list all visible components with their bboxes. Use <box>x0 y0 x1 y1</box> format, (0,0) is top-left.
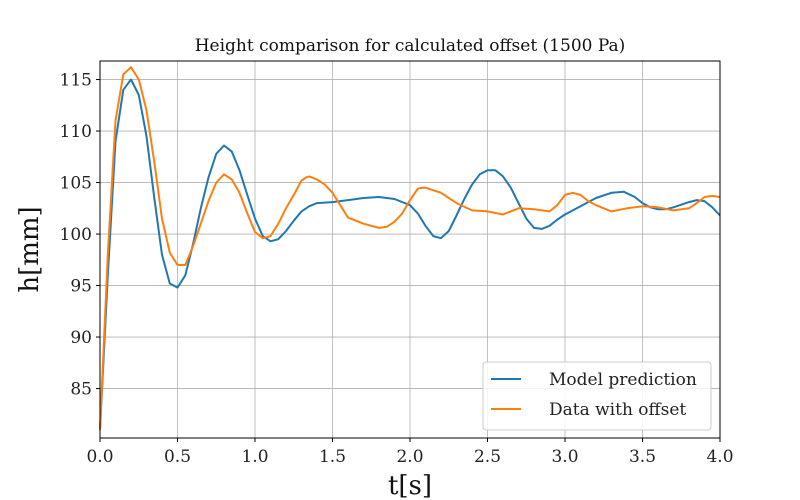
legend-entry: Model prediction <box>549 370 697 390</box>
y-tick-label: 95 <box>70 277 92 297</box>
x-axis: 0.0 0.5 1.0 1.5 2.0 2.5 3.0 3.5 4.0 <box>86 438 734 467</box>
y-tick-label: 110 <box>60 122 92 142</box>
x-tick-label: 3.5 <box>629 447 656 467</box>
legend-entry: Data with offset <box>549 400 686 420</box>
x-tick-label: 4.0 <box>706 447 733 467</box>
y-axis-label: h[mm] <box>15 206 45 292</box>
x-tick-label: 0.0 <box>86 447 113 467</box>
series-line-2 <box>99 66 721 430</box>
x-tick-label: 1.5 <box>319 447 346 467</box>
x-tick-label: 2.0 <box>396 447 423 467</box>
series-layer <box>99 66 721 430</box>
x-tick-label: 1.0 <box>241 447 268 467</box>
x-tick-label: 3.0 <box>551 447 578 467</box>
legend-box <box>482 361 712 431</box>
x-tick-label: 2.5 <box>474 447 501 467</box>
y-tick-label: 85 <box>70 380 92 400</box>
x-axis-label: t[s] <box>388 471 432 500</box>
y-tick-label: 100 <box>60 225 92 245</box>
y-tick-label: 115 <box>60 71 92 91</box>
legend: Model prediction Data with offset <box>482 361 712 431</box>
x-tick-label: 0.5 <box>164 447 191 467</box>
y-tick-label: 90 <box>70 328 92 348</box>
series-line-1 <box>99 78 721 430</box>
chart-title: Height comparison for calculated offset … <box>195 36 626 56</box>
y-axis: 85 90 95 100 105 110 115 <box>60 71 100 400</box>
y-tick-label: 105 <box>60 174 92 194</box>
